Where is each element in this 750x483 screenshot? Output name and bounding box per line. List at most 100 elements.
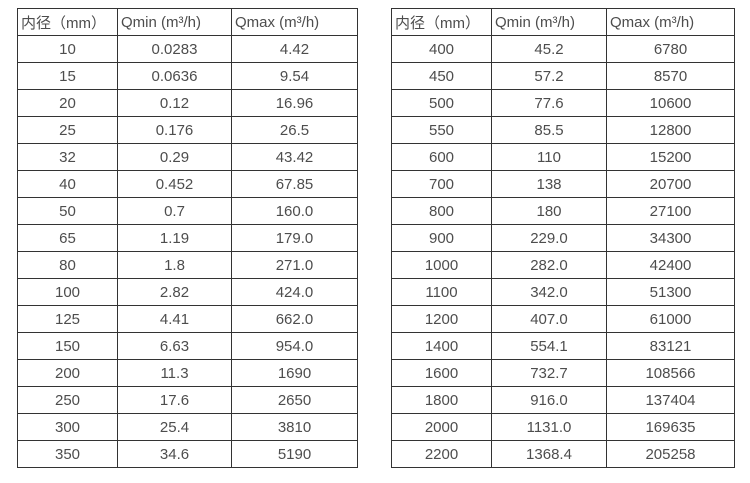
diameter-cell: 1000 xyxy=(391,251,492,279)
table-row: 1100 342.0 51300 xyxy=(391,278,735,306)
qmax-cell: 26.5 xyxy=(231,116,358,144)
qmin-cell: 554.1 xyxy=(491,332,607,360)
diameter-cell: 400 xyxy=(391,35,492,63)
diameter-cell: 1800 xyxy=(391,386,492,414)
qmax-cell: 34300 xyxy=(606,224,735,252)
qmax-cell: 67.85 xyxy=(231,170,358,198)
table-row: 125 4.41 662.0 xyxy=(17,305,358,333)
table-row: 10 0.0283 4.42 xyxy=(17,35,358,63)
qmin-cell: 342.0 xyxy=(491,278,607,306)
table-row: 400 45.2 6780 xyxy=(391,35,735,63)
table-row: 1600 732.7 108566 xyxy=(391,359,735,387)
table-row: 50 0.7 160.0 xyxy=(17,197,358,225)
table-row: 40 0.452 67.85 xyxy=(17,170,358,198)
qmin-cell: 85.5 xyxy=(491,116,607,144)
qmax-cell: 12800 xyxy=(606,116,735,144)
diameter-cell: 550 xyxy=(391,116,492,144)
qmax-cell: 16.96 xyxy=(231,89,358,117)
table-row: 500 77.6 10600 xyxy=(391,89,735,117)
qmax-cell: 205258 xyxy=(606,440,735,468)
diameter-cell: 900 xyxy=(391,224,492,252)
qmin-cell: 0.0283 xyxy=(117,35,232,63)
qmax-cell: 5190 xyxy=(231,440,358,468)
column-header-qmax: Qmax (m³/h) xyxy=(606,8,735,36)
table-row: 700 138 20700 xyxy=(391,170,735,198)
table-row: 1200 407.0 61000 xyxy=(391,305,735,333)
qmax-cell: 662.0 xyxy=(231,305,358,333)
diameter-cell: 80 xyxy=(17,251,118,279)
column-header-qmax: Qmax (m³/h) xyxy=(231,8,358,36)
qmin-cell: 45.2 xyxy=(491,35,607,63)
qmax-cell: 27100 xyxy=(606,197,735,225)
qmax-cell: 8570 xyxy=(606,62,735,90)
table-row: 600 110 15200 xyxy=(391,143,735,171)
table-row: 1000 282.0 42400 xyxy=(391,251,735,279)
qmax-cell: 20700 xyxy=(606,170,735,198)
diameter-cell: 500 xyxy=(391,89,492,117)
qmin-cell: 1.19 xyxy=(117,224,232,252)
qmin-cell: 6.63 xyxy=(117,332,232,360)
table-row: 250 17.6 2650 xyxy=(17,386,358,414)
diameter-cell: 1400 xyxy=(391,332,492,360)
qmax-cell: 108566 xyxy=(606,359,735,387)
diameter-cell: 32 xyxy=(17,143,118,171)
qmax-cell: 2650 xyxy=(231,386,358,414)
qmin-cell: 1131.0 xyxy=(491,413,607,441)
qmin-cell: 916.0 xyxy=(491,386,607,414)
qmin-cell: 0.29 xyxy=(117,143,232,171)
table-row: 150 6.63 954.0 xyxy=(17,332,358,360)
header-row: 内径（mm） Qmin (m³/h) Qmax (m³/h) xyxy=(17,8,358,36)
diameter-cell: 450 xyxy=(391,62,492,90)
header-row: 内径（mm） Qmin (m³/h) Qmax (m³/h) xyxy=(391,8,735,36)
diameter-cell: 300 xyxy=(17,413,118,441)
qmax-cell: 9.54 xyxy=(231,62,358,90)
qmin-cell: 4.41 xyxy=(117,305,232,333)
qmax-cell: 1690 xyxy=(231,359,358,387)
diameter-cell: 150 xyxy=(17,332,118,360)
qmax-cell: 424.0 xyxy=(231,278,358,306)
qmin-cell: 229.0 xyxy=(491,224,607,252)
column-header-diameter: 内径（mm） xyxy=(17,8,118,36)
flow-range-tables: 内径（mm） Qmin (m³/h) Qmax (m³/h) 10 0.0283 4… xyxy=(17,8,735,468)
qmin-cell: 1.8 xyxy=(117,251,232,279)
table-row: 800 180 27100 xyxy=(391,197,735,225)
flow-range-table-large-diameters: 内径（mm） Qmin (m³/h) Qmax (m³/h) 400 45.2 67… xyxy=(391,8,735,468)
diameter-cell: 20 xyxy=(17,89,118,117)
qmax-cell: 51300 xyxy=(606,278,735,306)
table-row: 100 2.82 424.0 xyxy=(17,278,358,306)
diameter-cell: 250 xyxy=(17,386,118,414)
diameter-cell: 2200 xyxy=(391,440,492,468)
qmax-cell: 83121 xyxy=(606,332,735,360)
qmax-cell: 42400 xyxy=(606,251,735,279)
diameter-cell: 1200 xyxy=(391,305,492,333)
table-row: 200 11.3 1690 xyxy=(17,359,358,387)
table-row: 20 0.12 16.96 xyxy=(17,89,358,117)
column-header-qmin: Qmin (m³/h) xyxy=(117,8,232,36)
qmin-cell: 110 xyxy=(491,143,607,171)
qmin-cell: 57.2 xyxy=(491,62,607,90)
qmin-cell: 0.176 xyxy=(117,116,232,144)
table-row: 65 1.19 179.0 xyxy=(17,224,358,252)
qmin-cell: 0.0636 xyxy=(117,62,232,90)
table-row: 2000 1131.0 169635 xyxy=(391,413,735,441)
qmin-cell: 25.4 xyxy=(117,413,232,441)
qmax-cell: 179.0 xyxy=(231,224,358,252)
qmax-cell: 15200 xyxy=(606,143,735,171)
qmin-cell: 407.0 xyxy=(491,305,607,333)
table-row: 2200 1368.4 205258 xyxy=(391,440,735,468)
diameter-cell: 350 xyxy=(17,440,118,468)
column-header-qmin: Qmin (m³/h) xyxy=(491,8,607,36)
table-row: 550 85.5 12800 xyxy=(391,116,735,144)
diameter-cell: 65 xyxy=(17,224,118,252)
table-row: 300 25.4 3810 xyxy=(17,413,358,441)
qmin-cell: 282.0 xyxy=(491,251,607,279)
diameter-cell: 1100 xyxy=(391,278,492,306)
diameter-cell: 700 xyxy=(391,170,492,198)
qmin-cell: 77.6 xyxy=(491,89,607,117)
diameter-cell: 200 xyxy=(17,359,118,387)
qmax-cell: 61000 xyxy=(606,305,735,333)
diameter-cell: 600 xyxy=(391,143,492,171)
qmax-cell: 169635 xyxy=(606,413,735,441)
table-row: 900 229.0 34300 xyxy=(391,224,735,252)
qmax-cell: 137404 xyxy=(606,386,735,414)
